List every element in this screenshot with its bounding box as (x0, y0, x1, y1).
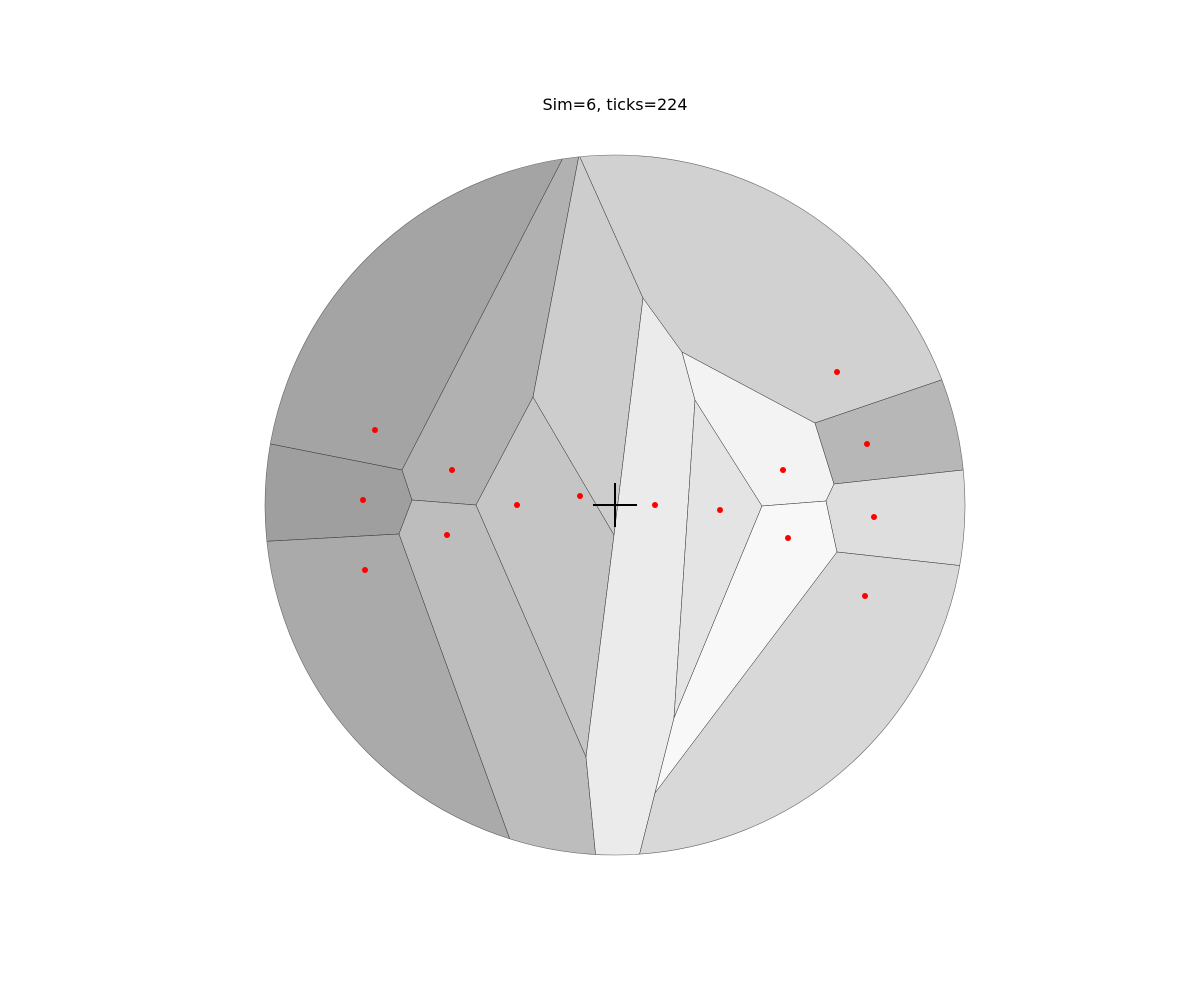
site-point (449, 467, 455, 473)
cells-layer (200, 100, 1000, 900)
site-point (834, 369, 840, 375)
site-point (652, 502, 658, 508)
site-point (864, 441, 870, 447)
site-point (717, 507, 723, 513)
site-point (862, 593, 868, 599)
site-point (444, 532, 450, 538)
site-point (871, 514, 877, 520)
site-point (372, 427, 378, 433)
site-point (360, 497, 366, 503)
site-point (577, 493, 583, 499)
site-point (780, 467, 786, 473)
site-point (362, 567, 368, 573)
site-point (785, 535, 791, 541)
site-point (514, 502, 520, 508)
